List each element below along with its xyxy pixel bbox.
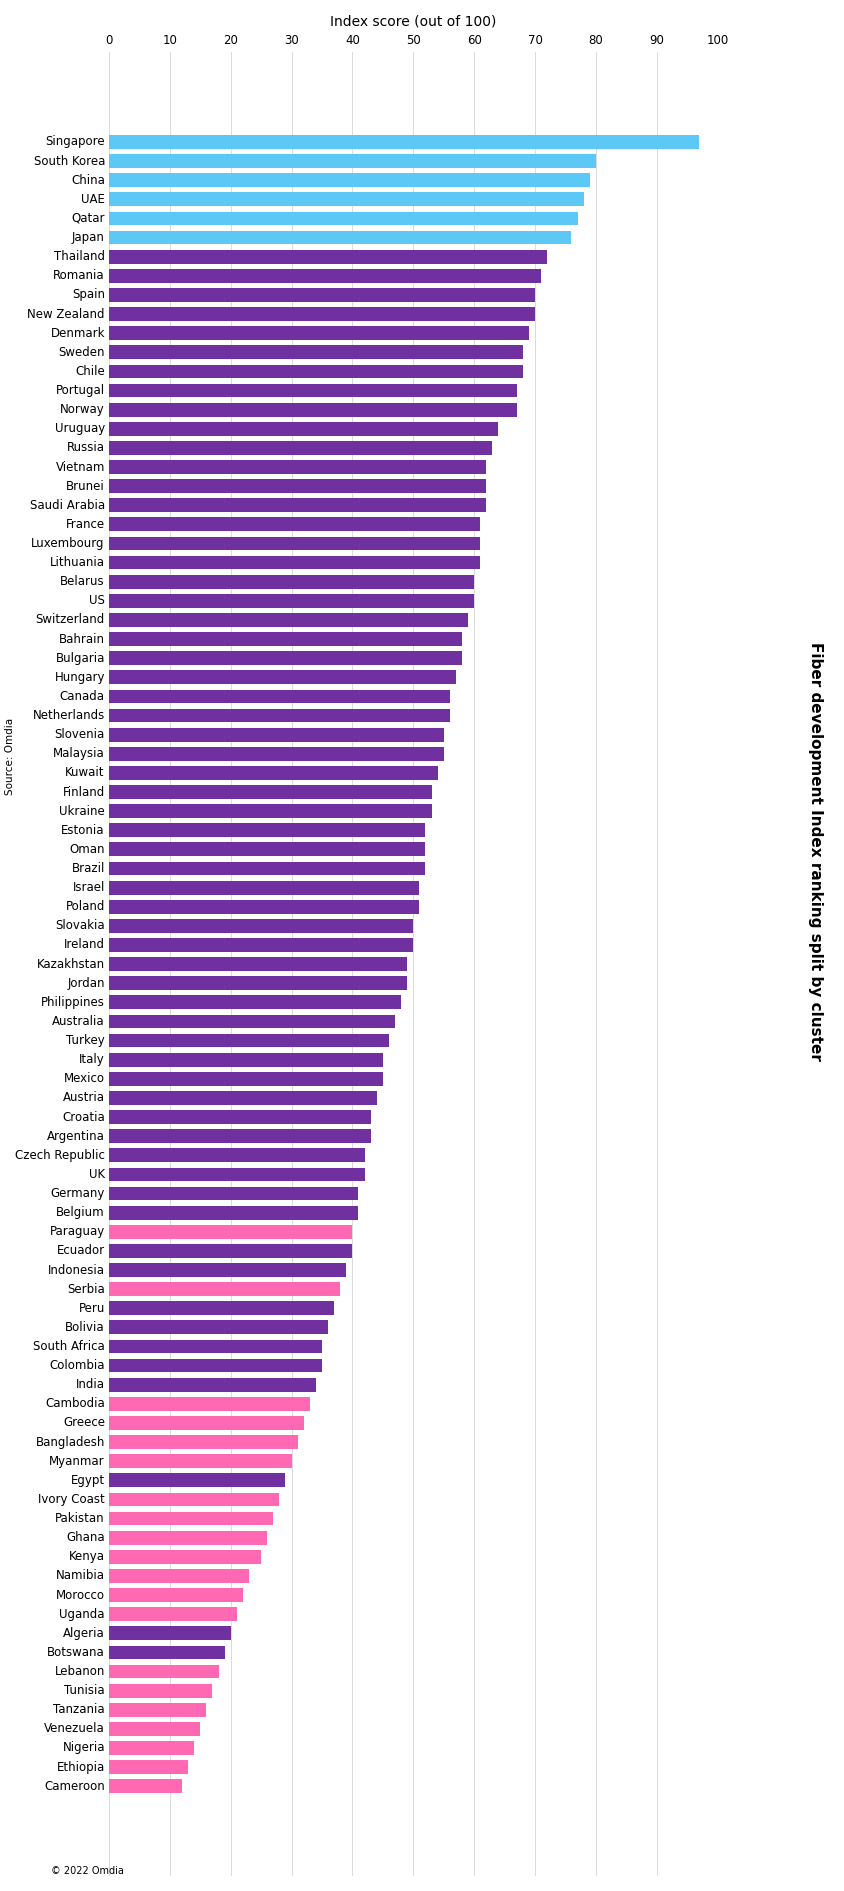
Bar <box>109 1360 322 1373</box>
Bar <box>109 1225 352 1239</box>
Bar <box>109 556 479 569</box>
Bar <box>109 1645 225 1658</box>
Bar <box>109 1339 322 1354</box>
Bar <box>109 1320 327 1335</box>
X-axis label: Index score (out of 100): Index score (out of 100) <box>330 15 496 28</box>
Bar <box>109 1053 382 1067</box>
Bar <box>109 728 443 741</box>
Bar <box>109 1397 310 1411</box>
Bar <box>109 1532 267 1545</box>
Bar <box>109 1607 236 1621</box>
Bar <box>109 651 462 666</box>
Bar <box>109 823 425 838</box>
Bar <box>109 1551 261 1564</box>
Bar <box>109 460 485 475</box>
Bar <box>109 938 413 951</box>
Bar <box>109 403 516 416</box>
Bar <box>109 1188 358 1201</box>
Bar <box>109 632 462 647</box>
Bar <box>109 269 540 282</box>
Bar <box>109 441 492 454</box>
Bar <box>109 671 455 685</box>
Bar <box>109 287 534 303</box>
Bar <box>109 613 468 626</box>
Bar <box>109 747 443 760</box>
Bar <box>109 193 583 206</box>
Bar <box>109 327 528 340</box>
Bar <box>109 518 479 531</box>
Bar <box>109 1779 181 1793</box>
Bar <box>109 1282 340 1295</box>
Text: © 2022 Omdia: © 2022 Omdia <box>51 1866 123 1876</box>
Bar <box>109 384 516 397</box>
Bar <box>109 594 473 607</box>
Bar <box>109 1206 358 1220</box>
Bar <box>109 575 473 588</box>
Bar <box>109 155 595 168</box>
Bar <box>109 306 534 321</box>
Text: Source: Omdia: Source: Omdia <box>5 719 15 794</box>
Bar <box>109 499 485 512</box>
Bar <box>109 174 589 187</box>
Bar <box>109 1473 285 1486</box>
Bar <box>109 881 419 894</box>
Bar <box>109 1570 249 1583</box>
Bar <box>109 1723 200 1736</box>
Bar <box>109 134 698 149</box>
Bar <box>109 1492 279 1507</box>
Bar <box>109 1129 371 1142</box>
Bar <box>109 919 413 932</box>
Bar <box>109 766 437 779</box>
Bar <box>109 1511 273 1526</box>
Bar <box>109 1263 346 1276</box>
Bar <box>109 1742 194 1755</box>
Bar <box>109 1683 212 1698</box>
Bar <box>109 1167 364 1182</box>
Bar <box>109 346 522 359</box>
Bar <box>109 900 419 913</box>
Bar <box>109 212 576 225</box>
Bar <box>109 1454 291 1467</box>
Bar <box>109 1379 316 1392</box>
Bar <box>109 709 449 722</box>
Bar <box>109 785 431 798</box>
Bar <box>109 690 449 703</box>
Bar <box>109 1664 219 1679</box>
Bar <box>109 1435 297 1449</box>
Bar <box>109 862 425 876</box>
Bar <box>109 422 498 435</box>
Bar <box>109 1301 333 1314</box>
Bar <box>109 1244 352 1258</box>
Bar <box>109 1761 188 1774</box>
Bar <box>109 1091 376 1104</box>
Bar <box>109 1704 206 1717</box>
Bar <box>109 365 522 378</box>
Bar <box>109 1034 388 1048</box>
Bar <box>109 1110 371 1123</box>
Bar <box>109 843 425 857</box>
Bar <box>109 976 407 991</box>
Bar <box>109 231 571 244</box>
Bar <box>109 1148 364 1163</box>
Bar <box>109 1072 382 1085</box>
Bar <box>109 250 546 263</box>
Bar <box>109 537 479 550</box>
Text: Fiber development Index ranking split by cluster: Fiber development Index ranking split by… <box>807 641 822 1061</box>
Bar <box>109 957 407 970</box>
Bar <box>109 804 431 819</box>
Bar <box>109 478 485 494</box>
Bar <box>109 995 401 1010</box>
Bar <box>109 1015 394 1029</box>
Bar <box>109 1416 303 1430</box>
Bar <box>109 1626 230 1639</box>
Bar <box>109 1588 242 1602</box>
